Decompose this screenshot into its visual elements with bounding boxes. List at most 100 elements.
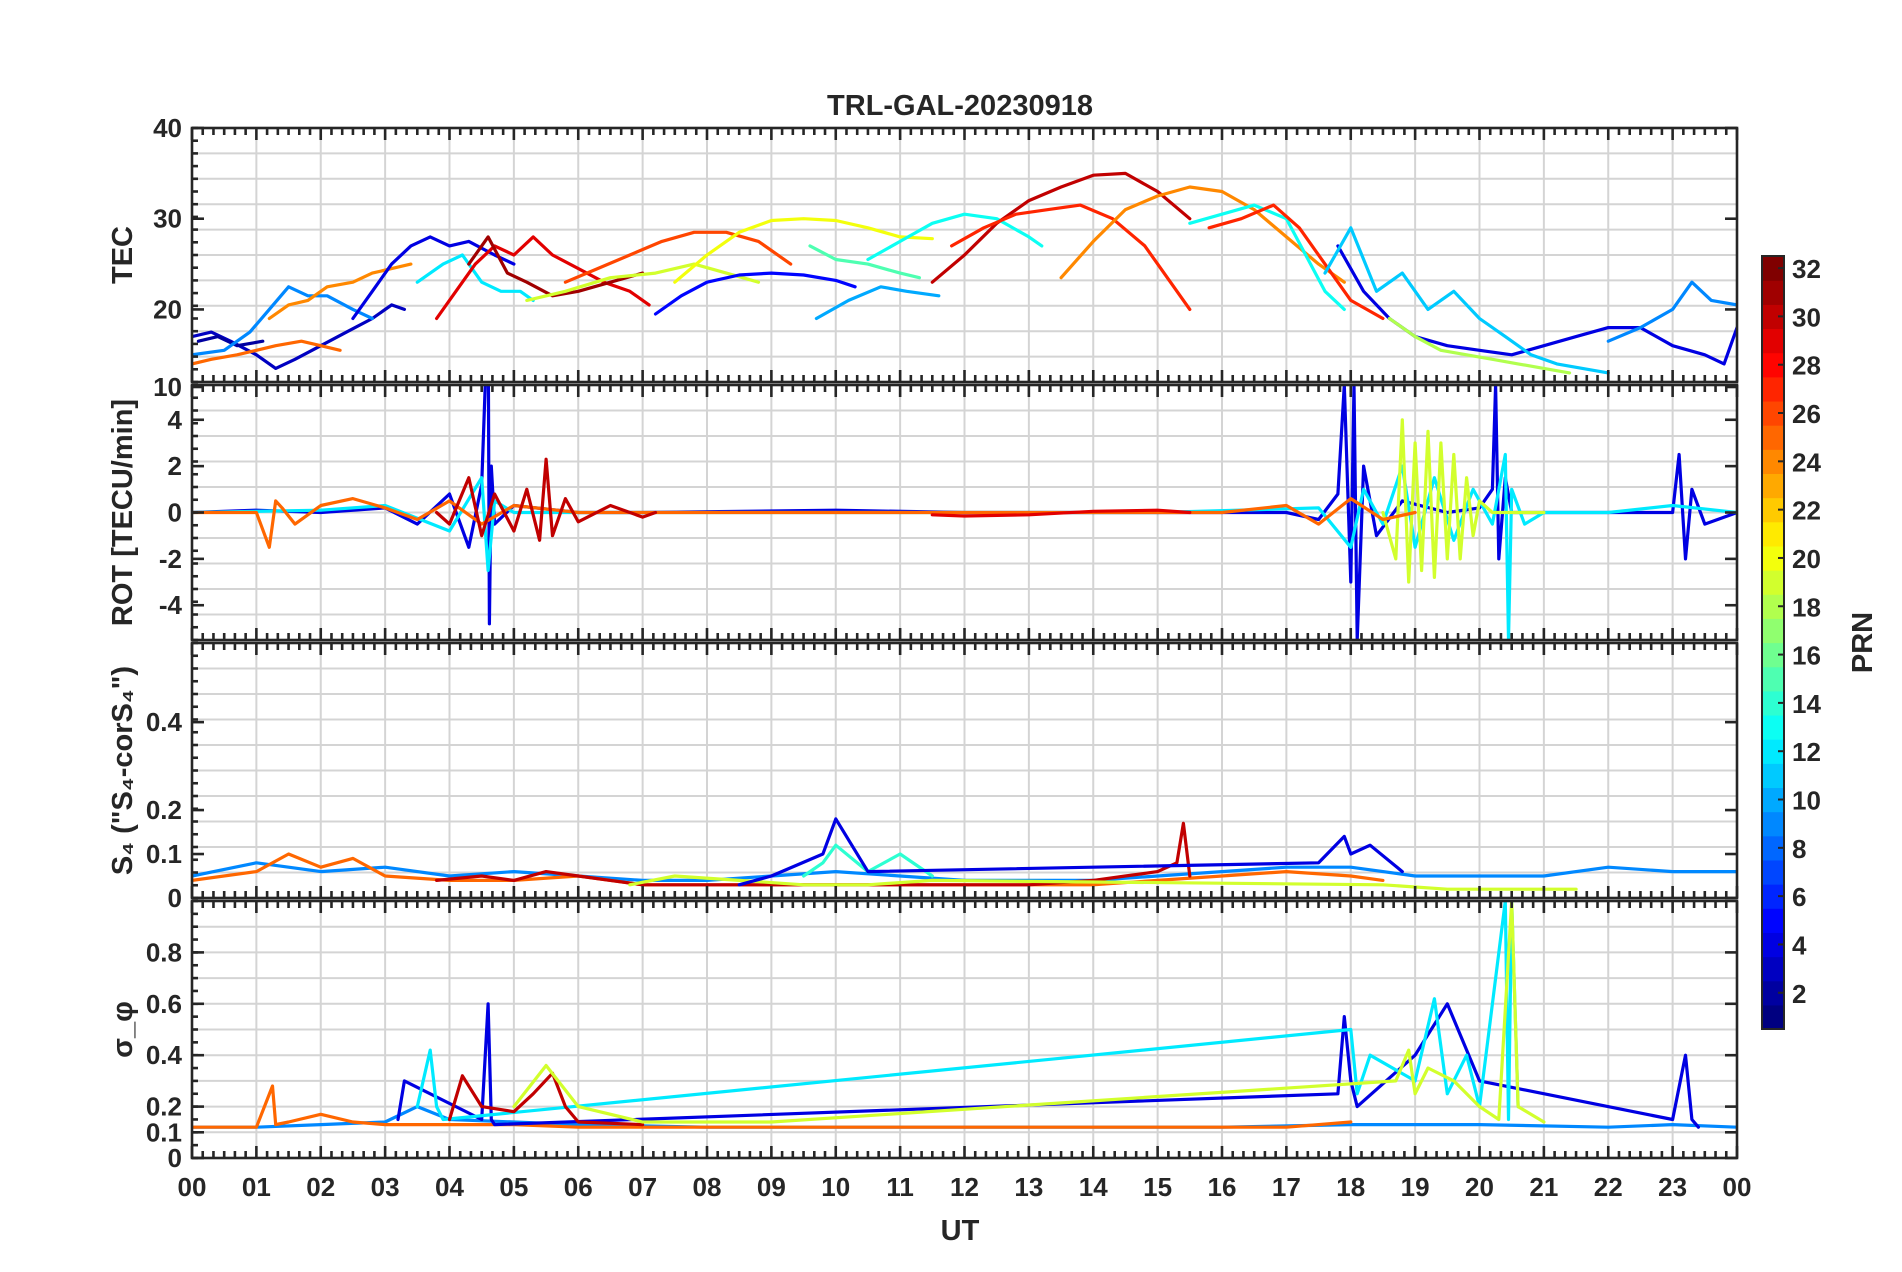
x-tick-label: 21 <box>1529 1172 1558 1202</box>
series-line-tec-prn-30-16 <box>930 171 1192 284</box>
x-tick-label: 09 <box>757 1172 786 1202</box>
x-tick-label: 01 <box>242 1172 271 1202</box>
x-tick-label: 05 <box>499 1172 528 1202</box>
colorbar-band <box>1762 618 1784 644</box>
series-line-tec-prn-11-22 <box>1323 226 1610 375</box>
colorbar-band <box>1762 570 1784 595</box>
y-tick-label-s4: 0.4 <box>146 707 183 737</box>
x-tick-label: 15 <box>1143 1172 1172 1202</box>
panel-tec: 20 30 40 TEC <box>107 113 1739 384</box>
series-group-s4 <box>192 817 1737 891</box>
colorbar-tick-label: 26 <box>1792 399 1821 429</box>
series-group-sigma <box>192 901 1737 1129</box>
y-tick-label-sigma: 0.1 <box>146 1117 182 1147</box>
colorbar-tick-label: 10 <box>1792 786 1821 816</box>
colorbar-band <box>1762 280 1784 305</box>
series-line-tec-prn-10-14 <box>814 285 941 321</box>
x-tick-label: 08 <box>693 1172 722 1202</box>
x-tick-label: 19 <box>1401 1172 1430 1202</box>
x-tick-label: 14 <box>1079 1172 1108 1202</box>
series-line-s4-prn-4-5 <box>737 817 1404 887</box>
colorbar-band <box>1762 521 1784 547</box>
x-tick-label: 02 <box>306 1172 335 1202</box>
colorbar-band <box>1762 328 1784 354</box>
colorbar-band <box>1762 980 1784 1006</box>
colorbar-tick-label: 30 <box>1792 302 1821 332</box>
colorbar-band <box>1762 690 1784 716</box>
series-line-tec-prn-13-15 <box>866 212 1044 262</box>
x-tick-label: 00 <box>178 1172 207 1202</box>
series-line-tec-prn-13-19 <box>1188 203 1346 311</box>
colorbar-band <box>1762 811 1784 837</box>
colorbar-band <box>1762 884 1784 909</box>
x-tick-label: 07 <box>628 1172 657 1202</box>
x-tick-label: 03 <box>371 1172 400 1202</box>
x-tick-label: 11 <box>886 1172 914 1202</box>
colorbar-band <box>1762 545 1784 571</box>
colorbar-band <box>1762 932 1784 958</box>
series-line-tec-prn-31-8 <box>467 235 645 298</box>
y-axis-label-tec: TEC <box>107 226 139 284</box>
series-line-tec-prn-9-24 <box>1606 280 1737 343</box>
colorbar-tick-label: 18 <box>1792 592 1821 622</box>
x-tick-label: 20 <box>1465 1172 1494 1202</box>
series-line-tec-prn-27-20 <box>1207 203 1385 321</box>
series-line-sigma-prn-12-3 <box>415 901 1520 1122</box>
colorbar-band <box>1762 449 1784 475</box>
colorbar-band <box>1762 642 1784 668</box>
x-tick-label: 13 <box>1014 1172 1043 1202</box>
x-axis-tick-labels: 00 01 02 03 04 05 06 07 08 09 10 11 12 13 14 15 16 17 18 19… <box>178 1172 1752 1202</box>
series-group-rot <box>192 385 1737 640</box>
colorbar-tick-label: 2 <box>1792 979 1806 1009</box>
colorbar-tick-label: 4 <box>1792 930 1807 960</box>
x-tick-label: 22 <box>1594 1172 1623 1202</box>
y-tick-label-sigma: 0.6 <box>146 989 182 1019</box>
series-line-tec-prn-9-2 <box>192 285 374 357</box>
series-line-tec-prn-25-3 <box>192 339 342 366</box>
y-tick-label-sigma: 0.2 <box>146 1092 182 1122</box>
x-axis-label: UT <box>941 1215 980 1247</box>
colorbar-tick-label: 14 <box>1792 689 1821 719</box>
colorbar-band <box>1762 400 1784 426</box>
series-line-tec-prn-18-23 <box>1387 316 1572 375</box>
y-tick-label-sigma: 0.4 <box>146 1040 183 1070</box>
y-axis-label-sigma: σ_φ <box>107 1001 139 1058</box>
y-axis-label-rot: ROT [TECU/min] <box>107 399 139 626</box>
series-line-s4-prn-14-3 <box>801 843 934 878</box>
y-tick-label-sigma: 0.8 <box>146 937 182 967</box>
colorbar-tick-label: 32 <box>1792 254 1821 284</box>
y-tick-label-rot: 2 <box>168 451 182 481</box>
colorbar-tick-label: 6 <box>1792 882 1806 912</box>
y-tick-label-tec: 20 <box>153 294 182 324</box>
colorbar-band <box>1762 304 1784 330</box>
colorbar-band <box>1762 787 1784 813</box>
y-tick-label-rot: 4 <box>168 405 183 435</box>
colorbar-band <box>1762 376 1784 402</box>
y-tick-label-rot: -4 <box>159 590 183 620</box>
series-group-tec <box>192 171 1737 375</box>
series-line-tec-prn-15-13 <box>808 244 922 280</box>
colorbar-band <box>1762 352 1784 378</box>
x-tick-label: 04 <box>435 1172 464 1202</box>
colorbar-band <box>1762 956 1784 982</box>
panel-sigma: 00.10.2 0.4 0.6 0.8 σ_φ <box>107 899 1739 1173</box>
colorbar-tick-label: 16 <box>1792 641 1821 671</box>
colorbar-tick-label: 20 <box>1792 544 1821 574</box>
colorbar-tick-label: 22 <box>1792 496 1821 526</box>
x-tick-label: 10 <box>821 1172 850 1202</box>
x-tick-label: 18 <box>1336 1172 1365 1202</box>
panel-s4: 0 0.1 0.2 0.4S₄ ("S₄-corS₄") <box>107 641 1739 913</box>
series-line-tec-prn-2-1 <box>196 335 265 348</box>
series-line-rot-prn-25-3 <box>192 497 1417 549</box>
series-line-rot-prn-19-2 <box>1381 418 1546 584</box>
series-line-sigma-prn-19-5 <box>512 901 1546 1124</box>
panel-rot: -4 -2 0 2 410 ROT [TECU/min] <box>107 372 1739 642</box>
series-line-tec-prn-19-9 <box>525 262 761 302</box>
colorbar-band <box>1762 859 1784 885</box>
series-line-rot-prn-29-5 <box>930 508 1192 518</box>
colorbar-label: PRN <box>1847 612 1879 673</box>
colorbar-frame <box>1761 255 1785 1030</box>
